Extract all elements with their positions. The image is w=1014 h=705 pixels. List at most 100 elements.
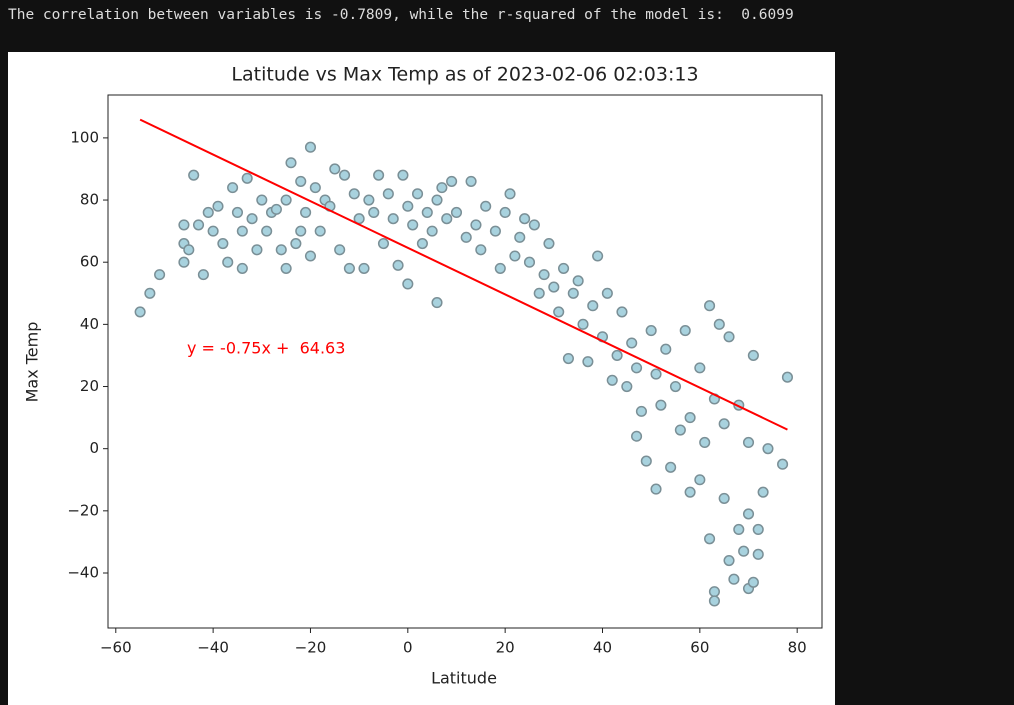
point [704, 300, 716, 312]
point [392, 259, 404, 271]
x-tick-label: 0 [403, 639, 413, 657]
y-tick-label: 0 [89, 439, 99, 457]
plot-frame [107, 94, 823, 629]
point [144, 287, 156, 299]
point [587, 300, 599, 312]
point [207, 225, 219, 237]
point [582, 356, 594, 368]
point [426, 225, 438, 237]
point [227, 182, 239, 194]
point [431, 297, 443, 309]
point [241, 172, 253, 184]
point [494, 262, 506, 274]
point [441, 213, 453, 225]
point [460, 231, 472, 243]
point [178, 256, 190, 268]
y-tick-label: 80 [80, 191, 99, 209]
point [650, 368, 662, 380]
point [616, 306, 628, 318]
x-tick-label: 20 [496, 639, 515, 657]
point [504, 188, 516, 200]
y-tick-label: −40 [67, 563, 99, 581]
point [621, 380, 633, 393]
point [713, 318, 725, 330]
point [723, 555, 735, 567]
point [192, 219, 205, 231]
x-tick-label: 80 [788, 639, 807, 657]
point [655, 399, 667, 411]
point [489, 225, 501, 237]
point [407, 219, 419, 231]
point [465, 175, 477, 187]
regression-line [139, 118, 788, 431]
point [309, 182, 321, 194]
point [523, 256, 536, 268]
point [231, 206, 244, 219]
point [611, 349, 623, 361]
y-axis-label: Max Temp [23, 322, 42, 403]
point [747, 349, 759, 361]
point [514, 231, 526, 243]
point [334, 244, 346, 256]
point [684, 412, 696, 424]
x-tick-label: 60 [690, 639, 709, 657]
point [592, 250, 604, 262]
point [285, 157, 297, 169]
point [402, 200, 414, 212]
point [747, 576, 759, 588]
point [183, 244, 195, 256]
point [631, 430, 643, 442]
point [251, 244, 263, 256]
point [387, 213, 399, 225]
x-tick-label: −60 [100, 639, 132, 657]
point [704, 533, 716, 545]
point [397, 169, 409, 181]
point [188, 169, 200, 181]
point [212, 200, 224, 212]
x-tick-label: −40 [197, 639, 229, 657]
point [742, 436, 755, 449]
point [742, 508, 755, 520]
point [601, 287, 613, 299]
point [694, 362, 706, 374]
point [509, 250, 521, 262]
point [421, 206, 433, 219]
point [684, 486, 696, 498]
point [694, 474, 706, 486]
point [558, 262, 570, 274]
y-tick-label: −20 [67, 501, 99, 519]
point [572, 275, 584, 287]
point [708, 595, 720, 607]
figure-background [8, 52, 835, 705]
x-tick-label: 40 [593, 639, 612, 657]
y-tick-label: 40 [80, 315, 99, 333]
y-tick-label: 20 [80, 377, 99, 395]
point [300, 206, 312, 219]
point [470, 219, 482, 231]
point [718, 418, 730, 430]
point [752, 548, 764, 560]
point [650, 483, 662, 495]
point [246, 213, 258, 225]
point [304, 141, 317, 153]
point [450, 206, 463, 219]
point [669, 380, 682, 393]
point [548, 281, 560, 293]
point [402, 278, 414, 290]
point [626, 337, 638, 349]
point [543, 238, 555, 250]
point [202, 206, 214, 219]
point [723, 331, 735, 343]
point [752, 523, 764, 536]
point [562, 352, 574, 365]
point [373, 169, 385, 181]
point [674, 424, 686, 436]
point [728, 573, 740, 585]
point [480, 200, 492, 212]
point [178, 219, 190, 231]
point [295, 175, 307, 187]
annotation: y = -0.75x + 64.63 [187, 339, 345, 358]
point [738, 545, 750, 557]
